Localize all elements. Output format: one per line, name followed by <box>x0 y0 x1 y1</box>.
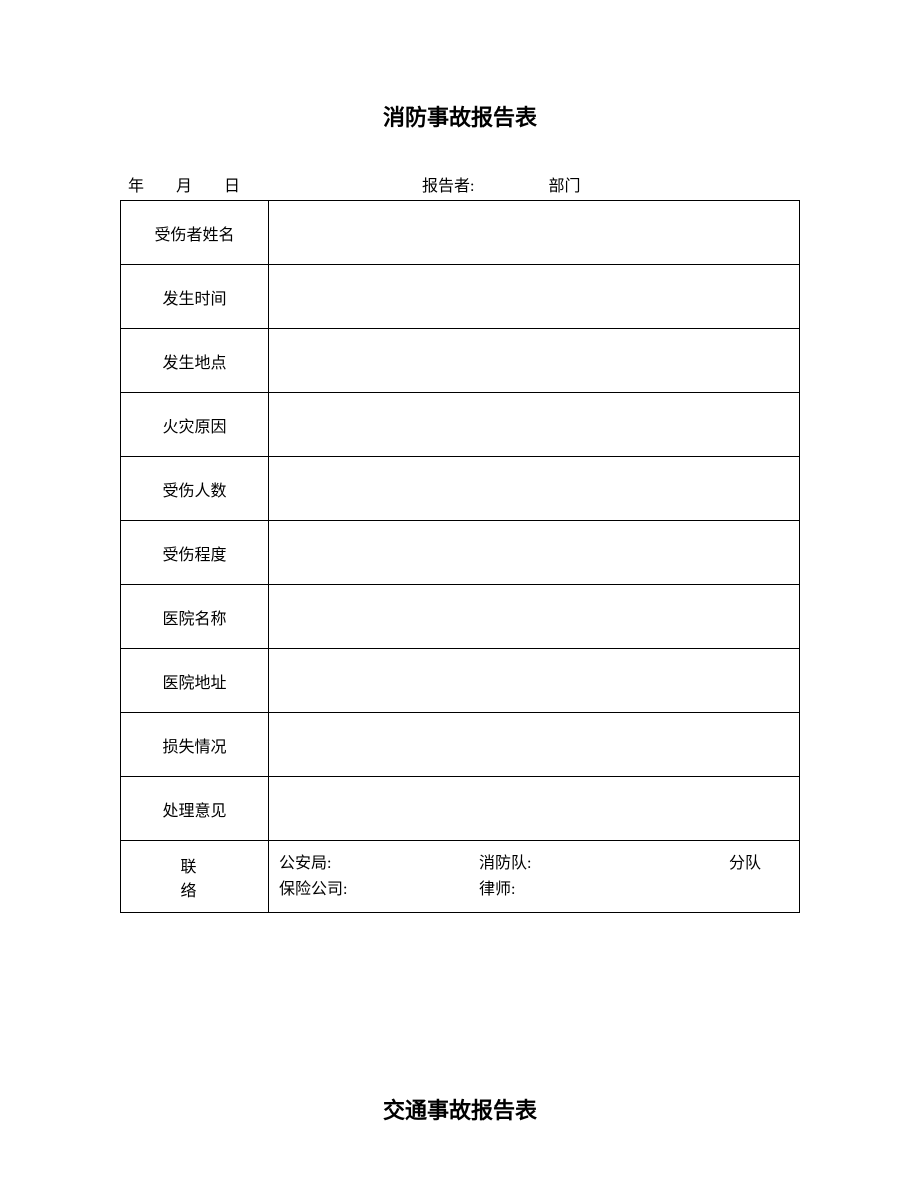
row-label: 发生地点 <box>121 329 269 393</box>
table-row: 发生地点 <box>121 329 800 393</box>
table-row: 医院地址 <box>121 649 800 713</box>
row-label: 受伤人数 <box>121 457 269 521</box>
form-header-line: 年 月 日 报告者: 部门 <box>120 172 800 196</box>
row-value <box>269 393 800 457</box>
row-value <box>269 713 800 777</box>
contact-row: 联络 公安局: 消防队: 分队 保险公司: 律师: <box>121 841 800 913</box>
row-value <box>269 777 800 841</box>
squad-label: 分队 <box>729 851 789 877</box>
row-value <box>269 585 800 649</box>
page-title-2: 交通事故报告表 <box>120 1093 800 1125</box>
fire-brigade-label: 消防队: <box>479 851 729 877</box>
row-value <box>269 457 800 521</box>
page-title-1: 消防事故报告表 <box>120 100 800 132</box>
row-label: 医院地址 <box>121 649 269 713</box>
row-value <box>269 201 800 265</box>
table-row: 医院名称 <box>121 585 800 649</box>
row-label: 处理意见 <box>121 777 269 841</box>
table-row: 损失情况 <box>121 713 800 777</box>
row-value <box>269 521 800 585</box>
insurance-label: 保险公司: <box>279 877 479 903</box>
contact-label: 联络 <box>121 841 269 913</box>
row-label: 发生时间 <box>121 265 269 329</box>
table-row: 处理意见 <box>121 777 800 841</box>
month-label: 月 <box>176 172 192 196</box>
contact-value: 公安局: 消防队: 分队 保险公司: 律师: <box>269 841 800 913</box>
row-label: 受伤程度 <box>121 521 269 585</box>
table-row: 受伤程度 <box>121 521 800 585</box>
department-label: 部门 <box>549 172 581 196</box>
day-label: 日 <box>224 172 240 196</box>
fire-report-table: 受伤者姓名 发生时间 发生地点 火灾原因 受伤人数 受伤程度 医院名称 医院地址… <box>120 200 800 913</box>
lawyer-label: 律师: <box>479 877 729 903</box>
year-label: 年 <box>128 172 144 196</box>
row-label: 火灾原因 <box>121 393 269 457</box>
row-label: 医院名称 <box>121 585 269 649</box>
row-label: 损失情况 <box>121 713 269 777</box>
row-value <box>269 265 800 329</box>
row-value <box>269 329 800 393</box>
row-value <box>269 649 800 713</box>
table-row: 受伤人数 <box>121 457 800 521</box>
row-label: 受伤者姓名 <box>121 201 269 265</box>
table-row: 发生时间 <box>121 265 800 329</box>
police-label: 公安局: <box>279 851 479 877</box>
table-row: 火灾原因 <box>121 393 800 457</box>
reporter-label: 报告者: <box>422 172 474 196</box>
table-row: 受伤者姓名 <box>121 201 800 265</box>
